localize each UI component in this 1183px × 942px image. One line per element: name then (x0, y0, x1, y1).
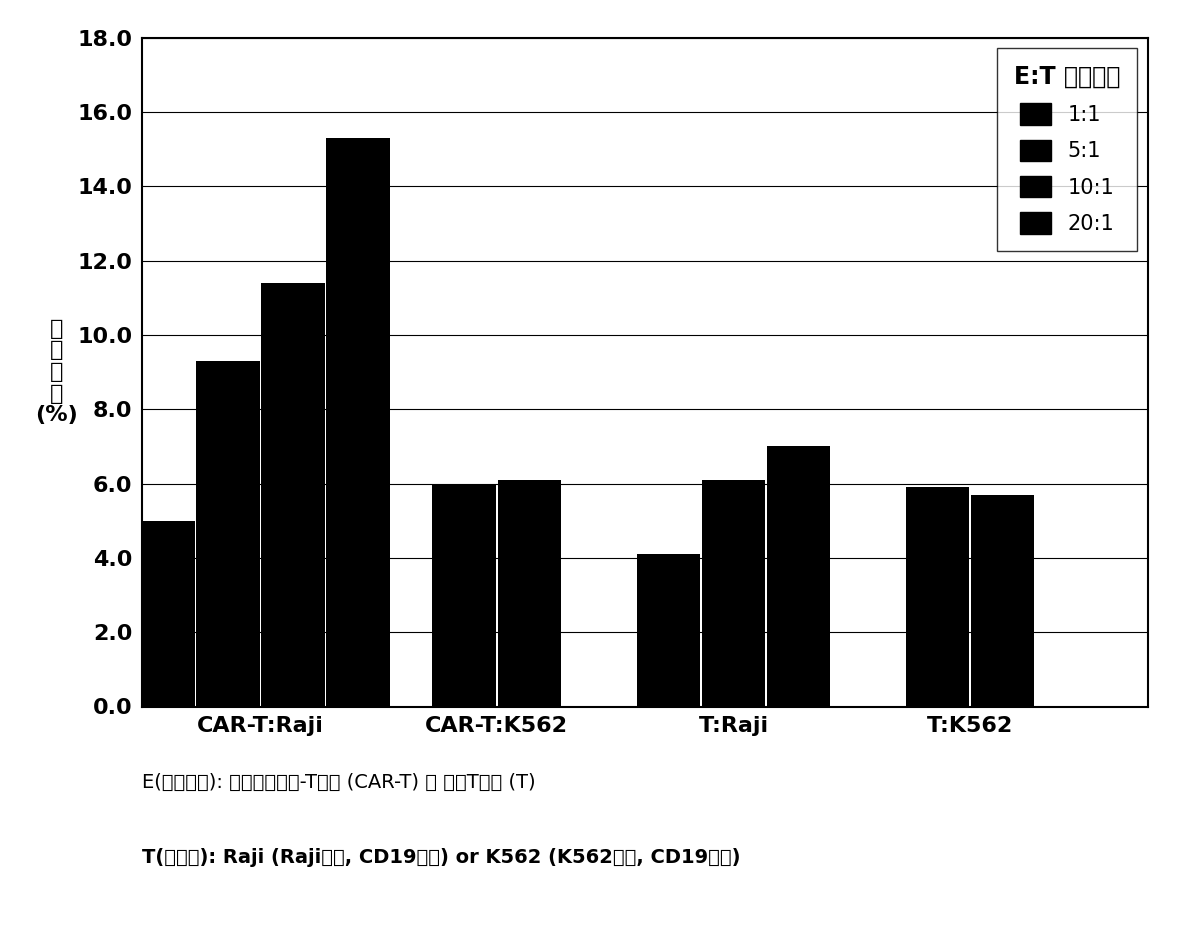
Bar (971, 495, 1034, 706)
Bar (261, 283, 324, 706)
Bar (196, 361, 259, 706)
Bar (433, 483, 496, 706)
Bar (702, 479, 765, 706)
Bar (906, 487, 969, 706)
Bar (767, 447, 830, 706)
Y-axis label: 细
胞
毒
性
(%): 细 胞 毒 性 (%) (35, 319, 78, 425)
Bar (327, 138, 389, 706)
Bar (498, 479, 561, 706)
Text: T(靶细胞): Raji (Raji细胞, CD19阳性) or K562 (K562细胞, CD19阴性): T(靶细胞): Raji (Raji细胞, CD19阳性) or K562 (K… (142, 848, 741, 867)
Text: E(效应细胞): 嵌合抗原受体-T细胞 (CAR-T) 或 正常T细胞 (T): E(效应细胞): 嵌合抗原受体-T细胞 (CAR-T) 或 正常T细胞 (T) (142, 772, 536, 791)
Legend: 1:1, 5:1, 10:1, 20:1: 1:1, 5:1, 10:1, 20:1 (997, 48, 1137, 251)
Bar (131, 521, 194, 706)
Bar (636, 554, 700, 706)
